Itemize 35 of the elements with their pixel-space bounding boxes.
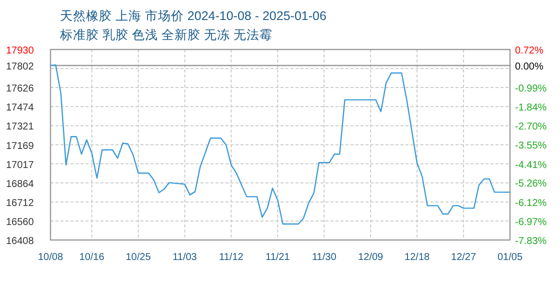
y-tick-label: 17321 [6, 122, 34, 133]
y-tick-label: 17802 [6, 62, 34, 73]
y2-tick-label: -0.99% [515, 84, 547, 95]
y-tick-label: 17930 [6, 46, 34, 56]
x-tick-label: 11/21 [266, 252, 290, 263]
y-tick-label: 17169 [6, 140, 34, 152]
y2-tick-label: -1.84% [515, 102, 547, 114]
x-tick-label: 11/03 [172, 252, 198, 263]
x-tick-label: 12/27 [451, 252, 476, 263]
chart-title: 天然橡胶 上海 市场价 2024-10-08 - 2025-01-06 [60, 9, 326, 23]
y2-tick-label: -3.55% [515, 140, 547, 152]
y2-tick-label: -2.70% [515, 122, 547, 133]
chart-subtitle: 标准胶 乳胶 色浅 全新胶 无冻 无法霉 [59, 28, 272, 42]
x-tick-label: 11/30 [312, 252, 337, 263]
y2-tick-label: -5.26% [515, 178, 547, 190]
y-tick-label: 17474 [6, 102, 34, 114]
y-tick-label: 16864 [6, 178, 34, 190]
x-tick-label: 12/18 [404, 252, 430, 263]
y2-tick-label: -4.41% [515, 160, 547, 171]
x-tick-label: 11/12 [219, 252, 244, 263]
y-tick-label: 17626 [6, 84, 34, 95]
y2-tick-label: 0.72% [515, 46, 544, 56]
y-tick-label: 16408 [6, 236, 34, 247]
y2-tick-label: -7.83% [515, 236, 547, 247]
y-tick-label: 16712 [6, 198, 34, 209]
y2-tick-label: -6.97% [515, 216, 547, 228]
y2-tick-label: 0.00% [515, 62, 544, 73]
y-tick-label: 16560 [6, 216, 34, 228]
x-tick-label: 10/08 [38, 252, 64, 263]
y2-tick-label: -6.12% [515, 198, 547, 209]
y-tick-label: 17017 [6, 160, 34, 171]
x-tick-label: 10/16 [79, 252, 105, 263]
x-tick-label: 01/05 [497, 252, 523, 263]
x-tick-label: 10/25 [126, 252, 152, 263]
x-tick-label: 12/09 [358, 252, 384, 263]
